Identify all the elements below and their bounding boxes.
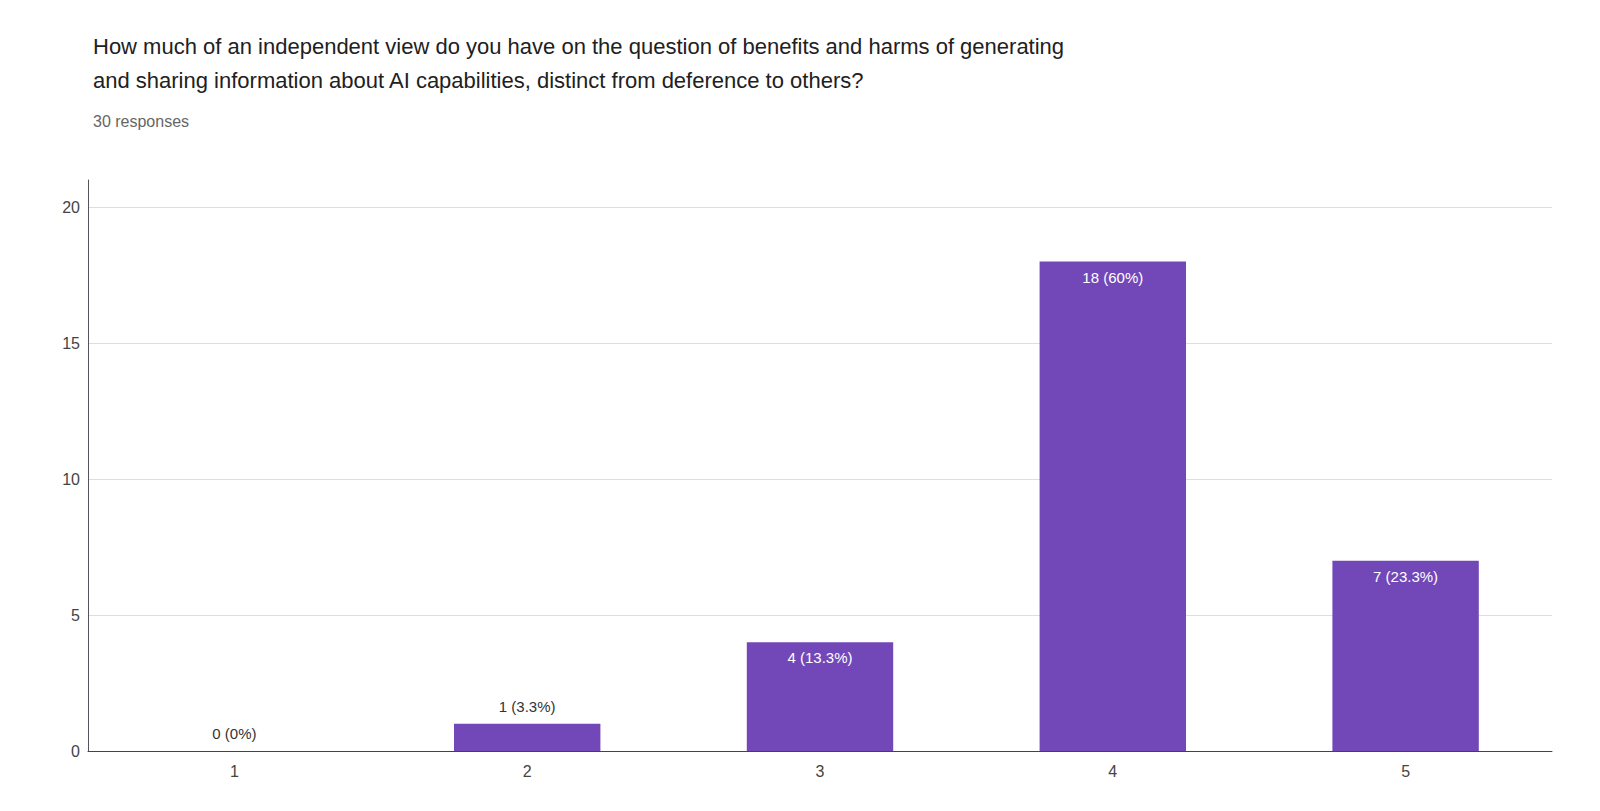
- svg-text:1: 1: [230, 763, 239, 780]
- svg-text:18 (60%): 18 (60%): [1082, 269, 1143, 286]
- svg-text:30 responses: 30 responses: [93, 113, 189, 130]
- svg-text:0: 0: [71, 743, 80, 760]
- svg-text:1 (3.3%): 1 (3.3%): [499, 698, 556, 715]
- svg-text:5: 5: [71, 607, 80, 624]
- svg-text:4: 4: [1108, 763, 1117, 780]
- svg-text:10: 10: [62, 471, 80, 488]
- svg-text:How much of an independent vie: How much of an independent view do you h…: [93, 34, 1064, 59]
- svg-text:15: 15: [62, 335, 80, 352]
- svg-text:2: 2: [523, 763, 532, 780]
- svg-text:4 (13.3%): 4 (13.3%): [787, 649, 852, 666]
- svg-text:20: 20: [62, 199, 80, 216]
- svg-text:3: 3: [816, 763, 825, 780]
- svg-text:5: 5: [1401, 763, 1410, 780]
- svg-text:and sharing information about: and sharing information about AI capabil…: [93, 68, 863, 93]
- svg-text:0 (0%): 0 (0%): [212, 725, 256, 742]
- svg-text:7 (23.3%): 7 (23.3%): [1373, 568, 1438, 585]
